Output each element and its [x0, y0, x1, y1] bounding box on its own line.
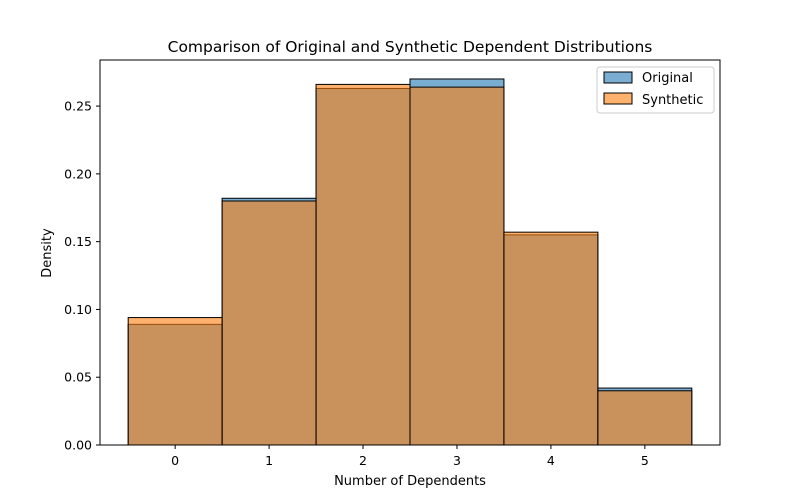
x-tick-label-2: 2 — [359, 453, 367, 468]
y-tick-label-0.05: 0.05 — [64, 370, 92, 385]
legend-swatch-synthetic — [603, 92, 633, 105]
x-tick-label-5: 5 — [641, 453, 649, 468]
bar-synthetic-1 — [221, 200, 317, 446]
x-axis-label: Number of Dependents — [334, 474, 486, 489]
chart-title: Comparison of Original and Synthetic Dep… — [168, 38, 653, 56]
legend-label-synthetic: Synthetic — [642, 93, 703, 108]
legend-swatch-original — [603, 71, 633, 84]
legend: Original Synthetic — [596, 66, 715, 114]
bar-synthetic-5 — [597, 390, 693, 446]
x-tick-label-0: 0 — [171, 453, 179, 468]
y-axis-ticks: 0.00 0.05 0.10 0.15 0.20 0.25 — [64, 99, 100, 453]
bar-synthetic-3 — [409, 86, 505, 446]
bar-synthetic-0 — [127, 317, 223, 446]
x-tick-label-3: 3 — [453, 453, 461, 468]
bars-layer — [127, 78, 693, 446]
x-tick-label-1: 1 — [265, 453, 273, 468]
bar-synthetic-2 — [315, 83, 411, 446]
y-tick-label-0.10: 0.10 — [64, 302, 92, 317]
x-tick-label-4: 4 — [547, 453, 555, 468]
y-tick-label-0.15: 0.15 — [64, 234, 92, 249]
y-tick-label-0.20: 0.20 — [64, 166, 92, 181]
bar-synthetic-4 — [503, 231, 599, 446]
legend-label-original: Original — [642, 71, 693, 86]
y-axis-label: Density — [40, 228, 55, 278]
plot-frame — [99, 59, 721, 446]
y-tick-label-0.25: 0.25 — [64, 99, 92, 114]
x-axis-ticks: 0 1 2 3 4 5 — [171, 445, 649, 468]
y-tick-label-0.00: 0.00 — [64, 438, 92, 453]
